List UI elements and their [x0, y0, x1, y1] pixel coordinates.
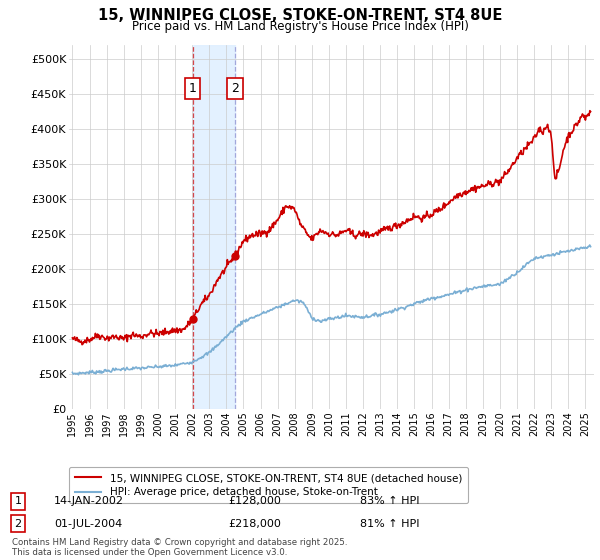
Text: 83% ↑ HPI: 83% ↑ HPI	[360, 496, 419, 506]
Text: £128,000: £128,000	[228, 496, 281, 506]
Text: 15, WINNIPEG CLOSE, STOKE-ON-TRENT, ST4 8UE: 15, WINNIPEG CLOSE, STOKE-ON-TRENT, ST4 …	[98, 8, 502, 24]
Text: 2: 2	[14, 519, 22, 529]
Legend: 15, WINNIPEG CLOSE, STOKE-ON-TRENT, ST4 8UE (detached house), HPI: Average price: 15, WINNIPEG CLOSE, STOKE-ON-TRENT, ST4 …	[69, 467, 468, 503]
Text: 1: 1	[189, 82, 197, 95]
Text: 2: 2	[231, 82, 239, 95]
Text: 01-JUL-2004: 01-JUL-2004	[54, 519, 122, 529]
Text: 14-JAN-2002: 14-JAN-2002	[54, 496, 124, 506]
Text: Price paid vs. HM Land Registry's House Price Index (HPI): Price paid vs. HM Land Registry's House …	[131, 20, 469, 32]
Text: 1: 1	[14, 496, 22, 506]
Bar	[193, 45, 235, 409]
Text: Contains HM Land Registry data © Crown copyright and database right 2025.
This d: Contains HM Land Registry data © Crown c…	[12, 538, 347, 557]
Text: £218,000: £218,000	[228, 519, 281, 529]
Text: 81% ↑ HPI: 81% ↑ HPI	[360, 519, 419, 529]
